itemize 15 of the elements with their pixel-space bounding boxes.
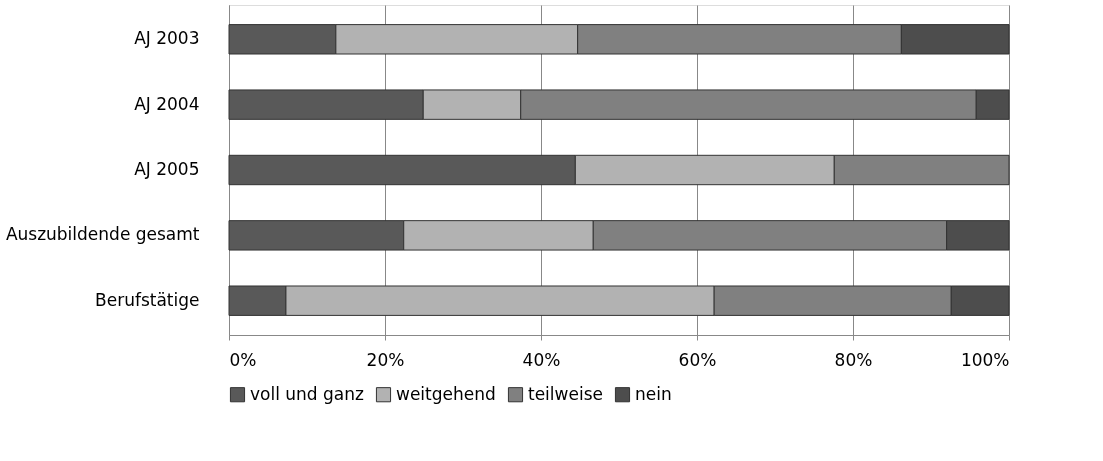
x-tick-label: 60%: [678, 349, 717, 370]
y-tick-label: AJ 2004: [134, 93, 200, 114]
y-tick-label: AJ 2005: [134, 159, 200, 179]
x-tick-label: 100%: [960, 349, 1010, 370]
x-tick-label: 40%: [522, 349, 561, 370]
x-tick-label: 20%: [366, 349, 405, 370]
legend-label: weitgehend: [396, 383, 496, 404]
y-tick-label: AJ 2003: [134, 28, 200, 49]
y-tick-label: Berufstätige: [95, 289, 200, 310]
x-tick-label: 80%: [834, 349, 873, 370]
legend-label: teilweise: [528, 383, 603, 404]
legend-label: nein: [635, 383, 672, 404]
x-tick-label: 0%: [229, 349, 257, 370]
legend-label: voll und ganz: [250, 383, 365, 404]
y-tick-label: Auszubildende gesamt: [5, 224, 200, 245]
